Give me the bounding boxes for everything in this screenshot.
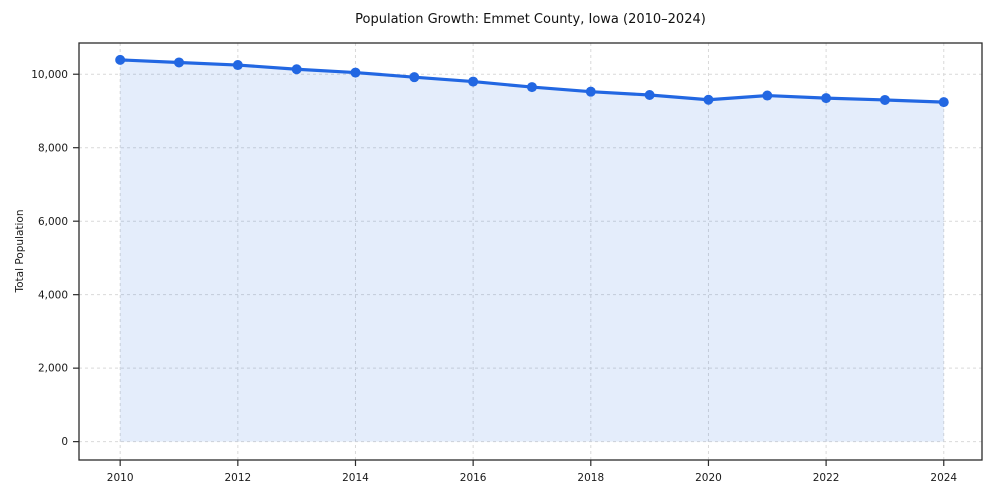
x-tick-label: 2014: [342, 472, 369, 484]
y-tick-label: 8,000: [38, 142, 68, 154]
plot-border: [78, 42, 983, 461]
x-tick-label: 2024: [930, 472, 957, 484]
x-tick-label: 2020: [695, 472, 722, 484]
data-point: [938, 97, 949, 108]
data-point: [350, 67, 361, 78]
y-tick-label: 0: [61, 436, 68, 448]
x-tick-label: 2016: [460, 472, 487, 484]
data-point: [703, 94, 714, 105]
x-tick-label: 2018: [577, 472, 604, 484]
data-point: [526, 82, 537, 93]
series-area: [120, 59, 944, 442]
y-tick-label: 4,000: [38, 289, 68, 301]
x-tick-label: 2010: [107, 472, 134, 484]
data-point: [644, 89, 655, 100]
data-point: [174, 57, 185, 68]
data-point: [232, 60, 243, 71]
data-point: [291, 64, 302, 75]
x-tick-label: 2012: [224, 472, 251, 484]
y-tick-label: 2,000: [38, 363, 68, 375]
data-point: [879, 94, 890, 105]
data-point: [115, 54, 126, 65]
data-point: [762, 90, 773, 101]
y-tick-label: 10,000: [31, 69, 68, 81]
x-tick-label: 2022: [813, 472, 840, 484]
chart-title: Population Growth: Emmet County, Iowa (2…: [355, 12, 706, 27]
data-point: [468, 76, 479, 87]
data-point: [821, 93, 832, 104]
y-tick-label: 6,000: [38, 216, 68, 228]
data-point: [585, 86, 596, 97]
data-point: [409, 72, 420, 83]
